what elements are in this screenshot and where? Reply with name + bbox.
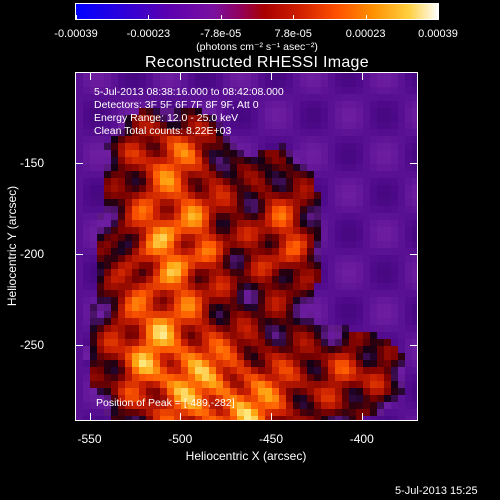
colorbar-tick-mark (293, 15, 295, 20)
colorbar-tick-mark (438, 15, 439, 20)
colorbar-units: (photons cm⁻² s⁻¹ asec⁻²) (196, 41, 318, 53)
x-tick-label: -450 (258, 432, 284, 446)
rhessi-image-plot: 5-Jul-2013 08:38:16.000 to 08:42:08.000 … (75, 72, 418, 421)
y-tick-label: -150 (20, 155, 45, 170)
colorbar-tick-mark (76, 15, 77, 20)
plot-title: Reconstructed RHESSI Image (145, 54, 369, 71)
colorbar-tick-mark (148, 15, 150, 20)
x-tick-mark (180, 73, 182, 80)
x-tick-mark (361, 73, 363, 80)
y-tick-mark (410, 344, 417, 346)
x-tick-mark (180, 413, 182, 420)
clean-counts-text: Clean Total counts: 8.22E+03 (94, 125, 232, 137)
y-tick-mark (410, 162, 417, 164)
x-axis-label: Heliocentric X (arcsec) (185, 449, 307, 463)
colorbar-tick-label: -0.00039 (54, 28, 98, 40)
y-tick-label: -200 (20, 246, 45, 261)
y-tick-mark (76, 253, 83, 255)
y-tick-label: -250 (20, 337, 45, 352)
x-tick-label: -550 (77, 432, 102, 446)
timestamp: 5-Jul-2013 15:25 (395, 485, 478, 497)
x-tick-mark (89, 73, 91, 80)
x-tick-mark (271, 73, 272, 80)
y-axis-label: Heliocentric Y (arcsec) (5, 185, 19, 307)
x-tick-label: -500 (168, 432, 193, 446)
y-tick-mark (76, 344, 83, 346)
x-tick-label: -400 (349, 432, 374, 446)
colorbar-tick-label: -0.00023 (126, 28, 171, 40)
colorbar-tick-mark (365, 15, 367, 20)
peak-position-text: Position of Peak = [-489,-282] (96, 397, 235, 409)
colorbar-tick-mark (220, 15, 222, 20)
colorbar-tick-label: 7.8e-05 (274, 28, 312, 40)
y-tick-mark (76, 162, 83, 164)
energy-range-text: Energy Range: 12.0 - 25.0 keV (94, 112, 239, 124)
colorbar (75, 3, 439, 20)
colorbar-tick-label: 0.00023 (345, 28, 386, 40)
detectors-text: Detectors: 3F 5F 6F 7F 8F 9F, Att 0 (94, 99, 259, 111)
x-tick-mark (361, 413, 363, 420)
y-tick-mark (410, 253, 417, 255)
colorbar-tick-label: 0.00039 (418, 28, 458, 40)
x-tick-mark (89, 413, 91, 420)
colorbar-tick-label: -7.8e-05 (200, 28, 242, 40)
x-tick-mark (271, 413, 272, 420)
time-range-text: 5-Jul-2013 08:38:16.000 to 08:42:08.000 (94, 86, 284, 98)
heatmap-image (76, 73, 417, 420)
